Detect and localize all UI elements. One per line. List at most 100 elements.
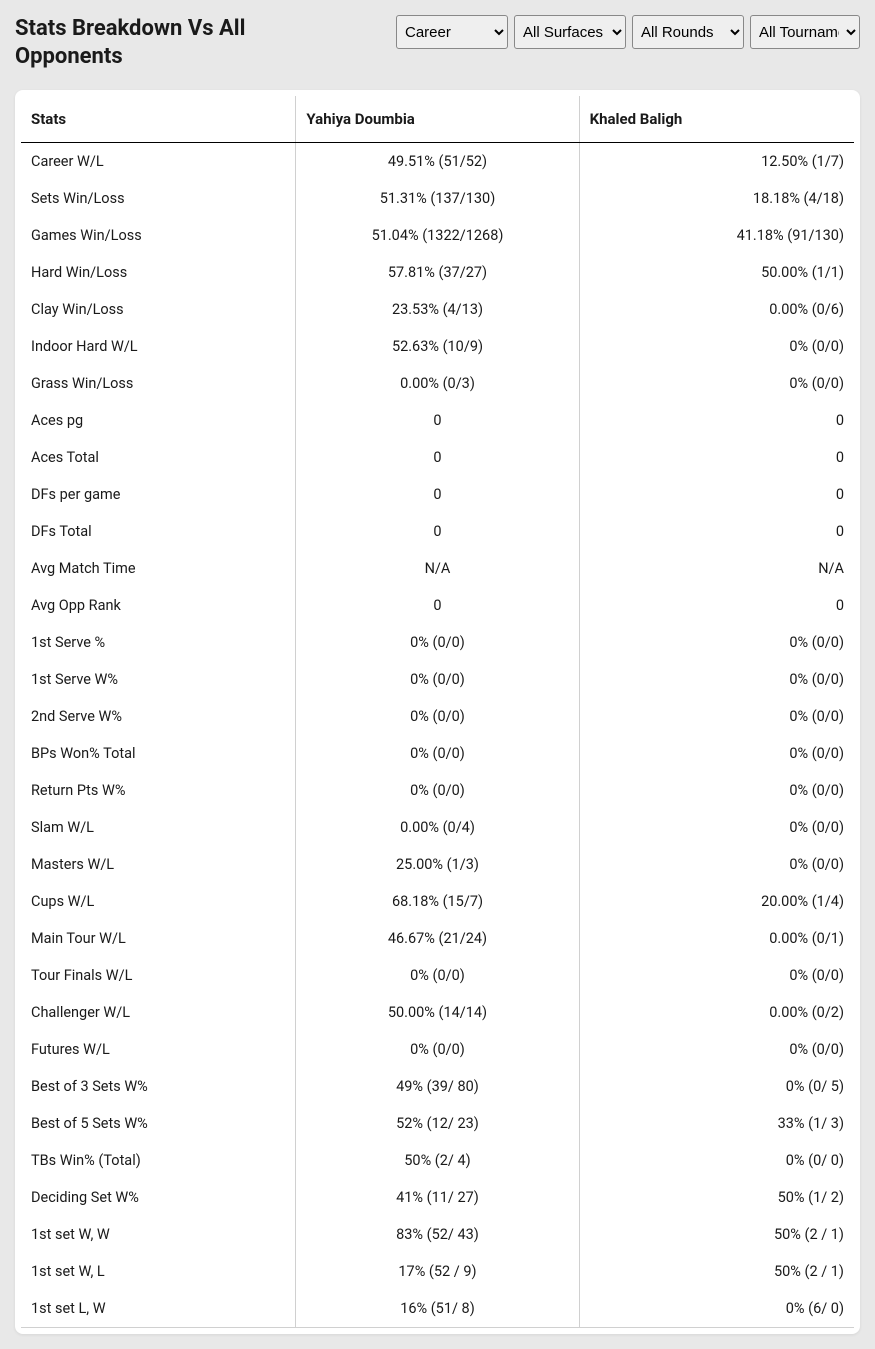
- table-row: Avg Match TimeN/AN/A: [21, 550, 854, 587]
- table-row: Deciding Set W%41% (11/ 27)50% (1/ 2): [21, 1179, 854, 1216]
- player2-value-cell: 0% (0/0): [579, 957, 854, 994]
- column-header-stats: Stats: [21, 96, 296, 143]
- table-row: Avg Opp Rank00: [21, 587, 854, 624]
- stat-label-cell: Tour Finals W/L: [21, 957, 296, 994]
- player2-value-cell: 50% (2 / 1): [579, 1216, 854, 1253]
- stat-label-cell: 1st set W, W: [21, 1216, 296, 1253]
- player1-value-cell: 51.31% (137/130): [296, 180, 579, 217]
- table-row: BPs Won% Total0% (0/0)0% (0/0): [21, 735, 854, 772]
- stat-label-cell: Games Win/Loss: [21, 217, 296, 254]
- stats-table: Stats Yahiya Doumbia Khaled Baligh Caree…: [21, 96, 854, 1328]
- table-row: DFs per game00: [21, 476, 854, 513]
- stat-label-cell: Aces Total: [21, 439, 296, 476]
- table-row: 1st Serve W%0% (0/0)0% (0/0): [21, 661, 854, 698]
- player1-value-cell: 0: [296, 439, 579, 476]
- player1-value-cell: 0.00% (0/3): [296, 365, 579, 402]
- player2-value-cell: 0.00% (0/6): [579, 291, 854, 328]
- player2-value-cell: 50% (1/ 2): [579, 1179, 854, 1216]
- table-row: Main Tour W/L46.67% (21/24)0.00% (0/1): [21, 920, 854, 957]
- table-row: Slam W/L0.00% (0/4)0% (0/0): [21, 809, 854, 846]
- player1-value-cell: 51.04% (1322/1268): [296, 217, 579, 254]
- player1-value-cell: 83% (52/ 43): [296, 1216, 579, 1253]
- table-header-row: Stats Yahiya Doumbia Khaled Baligh: [21, 96, 854, 143]
- stat-label-cell: Futures W/L: [21, 1031, 296, 1068]
- player2-value-cell: 50.00% (1/1): [579, 254, 854, 291]
- player2-value-cell: 20.00% (1/4): [579, 883, 854, 920]
- stat-label-cell: DFs per game: [21, 476, 296, 513]
- table-row: Aces pg00: [21, 402, 854, 439]
- player2-value-cell: 0: [579, 476, 854, 513]
- table-row: Tour Finals W/L0% (0/0)0% (0/0): [21, 957, 854, 994]
- player2-value-cell: 0: [579, 402, 854, 439]
- table-row: Aces Total00: [21, 439, 854, 476]
- table-row: Return Pts W%0% (0/0)0% (0/0): [21, 772, 854, 809]
- table-row: Futures W/L0% (0/0)0% (0/0): [21, 1031, 854, 1068]
- player1-value-cell: 49% (39/ 80): [296, 1068, 579, 1105]
- player1-value-cell: 68.18% (15/7): [296, 883, 579, 920]
- surface-select[interactable]: All Surfaces: [514, 15, 626, 49]
- player2-value-cell: 0% (0/0): [579, 698, 854, 735]
- player1-value-cell: 0: [296, 402, 579, 439]
- column-header-player2: Khaled Baligh: [579, 96, 854, 143]
- table-row: Grass Win/Loss0.00% (0/3)0% (0/0): [21, 365, 854, 402]
- stat-label-cell: Avg Match Time: [21, 550, 296, 587]
- stat-label-cell: Best of 3 Sets W%: [21, 1068, 296, 1105]
- table-row: Career W/L49.51% (51/52)12.50% (1/7): [21, 143, 854, 181]
- player1-value-cell: 0: [296, 587, 579, 624]
- round-select[interactable]: All Rounds: [632, 15, 744, 49]
- table-row: Indoor Hard W/L52.63% (10/9)0% (0/0): [21, 328, 854, 365]
- table-row: TBs Win% (Total)50% (2/ 4)0% (0/ 0): [21, 1142, 854, 1179]
- table-row: 1st set W, W83% (52/ 43)50% (2 / 1): [21, 1216, 854, 1253]
- period-select[interactable]: Career: [396, 15, 508, 49]
- stat-label-cell: 2nd Serve W%: [21, 698, 296, 735]
- stat-label-cell: Slam W/L: [21, 809, 296, 846]
- player2-value-cell: 0% (0/0): [579, 328, 854, 365]
- player2-value-cell: 0: [579, 587, 854, 624]
- player2-value-cell: 0.00% (0/2): [579, 994, 854, 1031]
- player2-value-cell: 18.18% (4/18): [579, 180, 854, 217]
- player1-value-cell: 46.67% (21/24): [296, 920, 579, 957]
- stat-label-cell: Avg Opp Rank: [21, 587, 296, 624]
- player1-value-cell: 49.51% (51/52): [296, 143, 579, 181]
- stat-label-cell: Masters W/L: [21, 846, 296, 883]
- player1-value-cell: 0.00% (0/4): [296, 809, 579, 846]
- player2-value-cell: 0% (0/0): [579, 809, 854, 846]
- player2-value-cell: 0.00% (0/1): [579, 920, 854, 957]
- player1-value-cell: 0% (0/0): [296, 957, 579, 994]
- player2-value-cell: 0: [579, 513, 854, 550]
- table-row: 1st Serve %0% (0/0)0% (0/0): [21, 624, 854, 661]
- player1-value-cell: 25.00% (1/3): [296, 846, 579, 883]
- table-row: DFs Total00: [21, 513, 854, 550]
- table-row: Hard Win/Loss57.81% (37/27)50.00% (1/1): [21, 254, 854, 291]
- stat-label-cell: Hard Win/Loss: [21, 254, 296, 291]
- player1-value-cell: 0% (0/0): [296, 624, 579, 661]
- stat-label-cell: 1st Serve W%: [21, 661, 296, 698]
- player1-value-cell: 0% (0/0): [296, 735, 579, 772]
- stat-label-cell: Return Pts W%: [21, 772, 296, 809]
- table-row: 2nd Serve W%0% (0/0)0% (0/0): [21, 698, 854, 735]
- stat-label-cell: TBs Win% (Total): [21, 1142, 296, 1179]
- player1-value-cell: 50% (2/ 4): [296, 1142, 579, 1179]
- player1-value-cell: 23.53% (4/13): [296, 291, 579, 328]
- stat-label-cell: Cups W/L: [21, 883, 296, 920]
- tournament-select[interactable]: All Tournaments: [750, 15, 860, 49]
- player1-value-cell: 52% (12/ 23): [296, 1105, 579, 1142]
- stat-label-cell: Career W/L: [21, 143, 296, 181]
- player2-value-cell: N/A: [579, 550, 854, 587]
- stat-label-cell: Grass Win/Loss: [21, 365, 296, 402]
- player2-value-cell: 0% (0/0): [579, 661, 854, 698]
- player2-value-cell: 0% (0/0): [579, 846, 854, 883]
- player1-value-cell: 0% (0/0): [296, 1031, 579, 1068]
- player2-value-cell: 0% (0/ 5): [579, 1068, 854, 1105]
- table-row: Challenger W/L50.00% (14/14)0.00% (0/2): [21, 994, 854, 1031]
- player1-value-cell: 0% (0/0): [296, 698, 579, 735]
- stat-label-cell: 1st set W, L: [21, 1253, 296, 1290]
- stat-label-cell: Clay Win/Loss: [21, 291, 296, 328]
- player1-value-cell: 0% (0/0): [296, 661, 579, 698]
- player2-value-cell: 0% (0/0): [579, 365, 854, 402]
- stat-label-cell: BPs Won% Total: [21, 735, 296, 772]
- page-title: Stats Breakdown Vs All Opponents: [15, 15, 335, 70]
- table-row: Masters W/L25.00% (1/3)0% (0/0): [21, 846, 854, 883]
- table-row: Clay Win/Loss23.53% (4/13)0.00% (0/6): [21, 291, 854, 328]
- header-row: Stats Breakdown Vs All Opponents Career …: [15, 15, 860, 70]
